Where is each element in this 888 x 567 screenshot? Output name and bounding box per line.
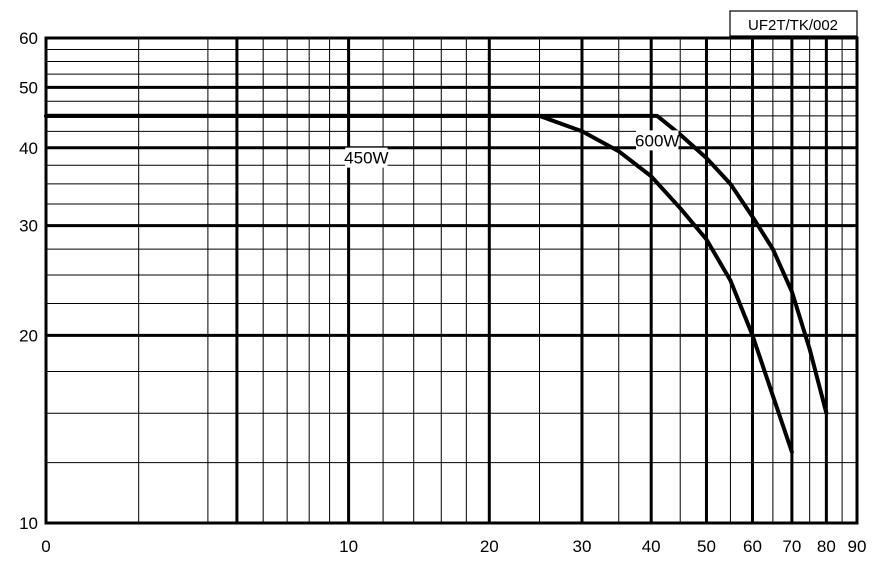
x-tick-label: 30 xyxy=(573,537,592,556)
x-tick-label: 40 xyxy=(642,537,661,556)
y-tick-label: 50 xyxy=(19,78,38,97)
y-tick-label: 30 xyxy=(19,217,38,236)
x-tick-label: 0 xyxy=(41,537,50,556)
curves xyxy=(44,113,829,454)
series-label: 600W xyxy=(635,131,679,150)
y-tick-label: 20 xyxy=(19,326,38,345)
x-tick-label: 20 xyxy=(480,537,499,556)
series-line xyxy=(44,113,829,416)
major-grid xyxy=(44,36,859,525)
series-line xyxy=(44,113,794,454)
series-label-bg xyxy=(345,147,388,168)
x-tick-label: 80 xyxy=(817,537,836,556)
plot-frame xyxy=(44,36,859,525)
y-tick-label: 60 xyxy=(19,29,38,48)
x-tick-label: 50 xyxy=(697,537,716,556)
reference-box: UF2T/TK/002 xyxy=(729,10,858,37)
series-label-bg xyxy=(636,130,679,151)
y-tick-label: 40 xyxy=(19,139,38,158)
minor-grid xyxy=(46,38,857,523)
x-tick-label: 10 xyxy=(339,537,358,556)
x-tick-label: 90 xyxy=(848,537,867,556)
reference-code: UF2T/TK/002 xyxy=(748,17,838,34)
series-labels: 450W 600W xyxy=(344,130,679,168)
y-tick-label: 10 xyxy=(19,514,38,533)
series-label: 450W xyxy=(344,149,388,168)
x-tick-label: 70 xyxy=(782,537,801,556)
x-tick-label: 60 xyxy=(743,537,762,556)
